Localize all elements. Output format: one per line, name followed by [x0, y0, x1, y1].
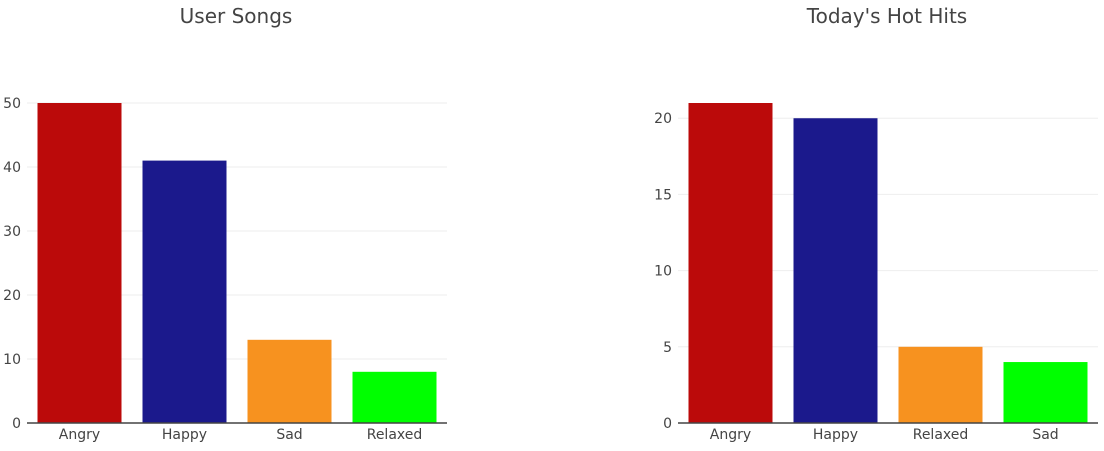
- bar-sad: [247, 339, 332, 423]
- y-tick-label: 15: [654, 187, 672, 203]
- bar-relaxed: [898, 346, 983, 423]
- y-tick-label: 50: [3, 96, 21, 112]
- x-tick-label: Relaxed: [913, 427, 969, 443]
- bar-angry: [37, 103, 122, 423]
- bar-sad: [1003, 362, 1088, 423]
- x-tick-label: Angry: [59, 427, 100, 443]
- y-tick-label: 40: [3, 160, 21, 176]
- x-tick-label: Angry: [710, 427, 751, 443]
- x-tick-labels: Angry Happy Relaxed Sad: [710, 427, 1059, 443]
- chart-title: Today's Hot Hits: [806, 4, 967, 28]
- chart-title: User Songs: [180, 4, 293, 28]
- x-tick-label: Happy: [162, 427, 207, 443]
- bar-happy: [793, 118, 878, 423]
- y-tick-label: 10: [3, 352, 21, 368]
- x-tick-label: Sad: [276, 427, 302, 443]
- y-tick-label: 20: [654, 111, 672, 127]
- x-tick-labels: Angry Happy Sad Relaxed: [59, 427, 422, 443]
- y-tick-label: 10: [654, 264, 672, 280]
- bar-happy: [142, 160, 227, 423]
- bars: [37, 103, 437, 423]
- y-tick-labels: 0 10 20 30 40 50: [3, 96, 21, 432]
- bar-relaxed: [352, 371, 437, 423]
- y-tick-label: 20: [3, 288, 21, 304]
- x-tick-label: Relaxed: [367, 427, 423, 443]
- x-tick-label: Happy: [813, 427, 858, 443]
- bar-angry: [688, 103, 773, 423]
- y-tick-labels: 0 5 10 15 20: [654, 111, 672, 432]
- todays-hot-hits-chart: Today's Hot Hits 0 5 10 15 20 Angry Happy Rela…: [654, 4, 1098, 443]
- y-tick-label: 5: [663, 340, 672, 356]
- y-tick-label: 0: [12, 416, 21, 432]
- bars: [688, 103, 1088, 423]
- x-tick-label: Sad: [1032, 427, 1058, 443]
- y-tick-label: 30: [3, 224, 21, 240]
- user-songs-chart: User Songs 0 10 20 30 40 50 Angry Happy Sad Rela…: [3, 4, 447, 443]
- y-tick-label: 0: [663, 416, 672, 432]
